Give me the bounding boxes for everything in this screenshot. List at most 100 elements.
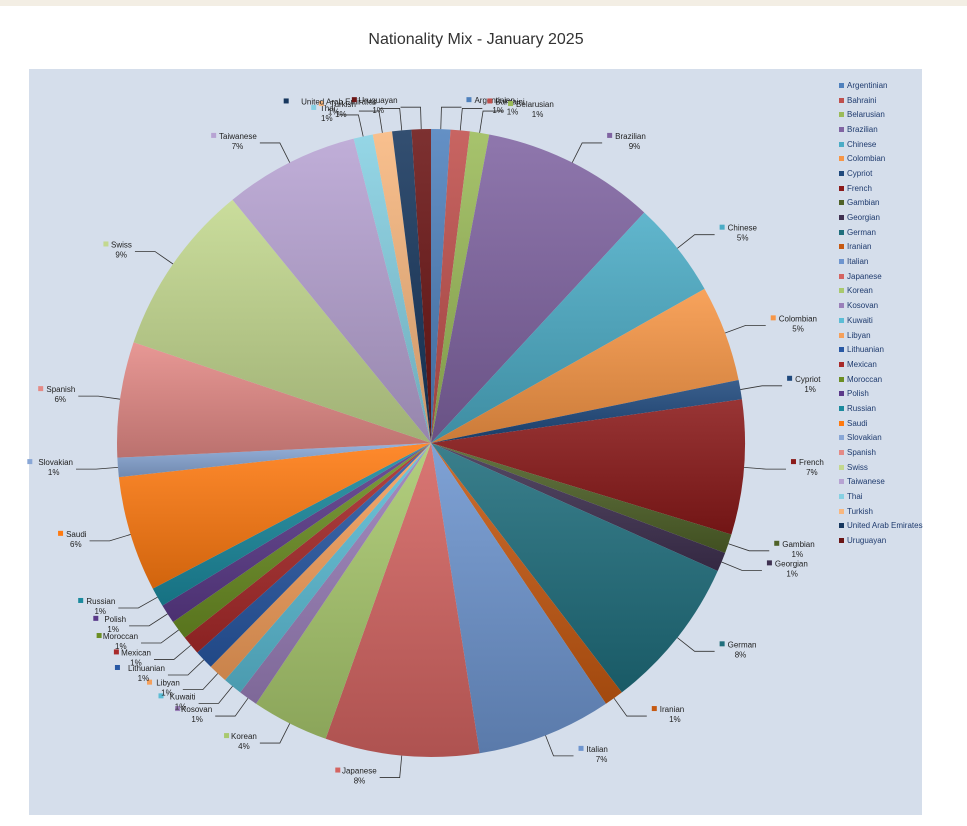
pie-slice-german xyxy=(431,443,718,693)
data-label-swatch-swiss xyxy=(103,241,109,247)
pie-slice-russian xyxy=(152,443,432,606)
data-label-swatch-russian xyxy=(78,597,84,603)
data-label-percent-kosovan: 1% xyxy=(191,715,203,724)
data-label-swatch-spanish xyxy=(38,386,44,392)
legend-item-korean: Korean xyxy=(839,284,964,299)
legend-item-belarusian: Belarusian xyxy=(839,107,964,122)
data-label-polish: Polish xyxy=(104,615,126,624)
legend-label-russian: Russian xyxy=(847,403,876,413)
pie-slice-korean xyxy=(256,443,431,739)
leader-line-georgian xyxy=(721,561,762,571)
data-label-percent-thai: 1% xyxy=(321,114,333,123)
data-label-percent-iranian: 1% xyxy=(669,715,681,724)
legend-label-colombian: Colombian xyxy=(847,154,886,164)
data-label-swatch-german xyxy=(719,641,725,647)
data-label-swatch-united-arab-emirates xyxy=(283,98,289,104)
legend-swatch-swiss xyxy=(839,464,844,470)
legend-item-german: German xyxy=(839,225,964,240)
pie-slice-spanish xyxy=(117,342,431,458)
pie-slice-japanese xyxy=(325,443,480,757)
data-label-chinese: Chinese xyxy=(728,224,758,233)
data-label-thai: Thai xyxy=(320,104,336,113)
leader-line-japanese xyxy=(379,755,403,778)
legend-item-japanese: Japanese xyxy=(839,269,964,284)
legend-swatch-cypriot xyxy=(839,170,844,176)
pie-slice-mexican xyxy=(184,443,431,653)
data-label-united-arab-emirates: United Arab Emirates xyxy=(301,97,377,106)
pie-slice-saudi xyxy=(118,443,431,589)
data-label-percent-gambian: 1% xyxy=(792,550,804,559)
data-label-swatch-colombian xyxy=(770,315,776,321)
data-label-cypriot: Cypriot xyxy=(795,375,821,384)
legend-swatch-spanish xyxy=(839,450,844,456)
data-label-german: German xyxy=(728,640,757,649)
legend-swatch-colombian xyxy=(839,156,844,162)
legend-label-taiwanese: Taiwanese xyxy=(847,477,885,487)
pie-slices xyxy=(117,129,745,757)
data-label-percent-taiwanese: 7% xyxy=(232,142,244,151)
data-label-swatch-slovakian xyxy=(27,459,33,465)
legend-label-chinese: Chinese xyxy=(847,139,877,149)
data-label-percent-moroccan: 1% xyxy=(115,642,127,651)
pie-slice-polish xyxy=(162,443,431,622)
leader-line-taiwanese xyxy=(259,142,291,163)
legend-item-thai: Thai xyxy=(839,489,964,504)
pie-slice-gambian xyxy=(431,443,732,553)
leader-line-brazilian xyxy=(571,142,603,163)
data-label-swiss: Swiss xyxy=(111,240,132,249)
legend-item-italian: Italian xyxy=(839,254,964,269)
data-label-swatch-cypriot xyxy=(787,375,793,381)
legend-label-mexican: Mexican xyxy=(847,359,877,369)
legend-swatch-mexican xyxy=(839,361,844,367)
data-label-libyan: Libyan xyxy=(156,679,180,688)
pie-slice-argentinian xyxy=(431,129,451,443)
data-label-swatch-mexican xyxy=(113,649,119,655)
leader-line-moroccan xyxy=(141,629,179,644)
data-labels: Argentinian1%Bahraini1%Belarusian1%Brazi… xyxy=(27,96,824,786)
legend-swatch-brazilian xyxy=(839,126,844,132)
legend-swatch-japanese xyxy=(839,273,844,279)
data-label-percent-swiss: 9% xyxy=(115,250,127,259)
data-label-swatch-georgian xyxy=(766,560,772,566)
legend-label-bahraini: Bahraini xyxy=(847,95,877,105)
pie-slice-georgian xyxy=(431,443,726,572)
leader-line-saudi xyxy=(89,534,131,542)
chart-title: Nationality Mix - January 2025 xyxy=(368,31,584,48)
data-label-slovakian: Slovakian xyxy=(38,458,73,467)
pie-slice-libyan xyxy=(210,443,431,681)
legend-swatch-georgian xyxy=(839,215,844,221)
data-label-swatch-chinese xyxy=(719,224,725,230)
legend-item-colombian: Colombian xyxy=(839,151,964,166)
legend-swatch-uruguayan xyxy=(839,538,844,544)
data-label-percent-polish: 1% xyxy=(107,625,119,634)
leader-line-korean xyxy=(259,723,291,744)
pie-slice-turkish xyxy=(372,131,431,444)
legend-item-swiss: Swiss xyxy=(839,460,964,475)
pie-slice-lithuanian xyxy=(197,443,431,667)
data-label-swatch-saudi xyxy=(58,530,64,536)
legend-label-polish: Polish xyxy=(847,389,869,399)
legend-label-lithuanian: Lithuanian xyxy=(847,345,884,355)
leader-lines xyxy=(76,106,786,778)
data-label-swatch-uruguayan xyxy=(351,97,357,103)
data-label-georgian: Georgian xyxy=(775,559,808,568)
data-label-percent-argentinian: 1% xyxy=(492,106,504,115)
leader-line-russian xyxy=(118,596,158,609)
leader-line-thai xyxy=(338,114,364,137)
data-label-swatch-polish xyxy=(93,615,99,621)
data-label-percent-libyan: 1% xyxy=(161,689,173,698)
legend-item-moroccan: Moroccan xyxy=(839,372,964,387)
data-label-percent-lithuanian: 1% xyxy=(138,674,150,683)
legend-label-kuwaiti: Kuwaiti xyxy=(847,315,873,325)
leader-line-french xyxy=(744,466,786,470)
legend-swatch-taiwanese xyxy=(839,479,844,485)
legend-label-spanish: Spanish xyxy=(847,448,876,458)
legend-item-gambian: Gambian xyxy=(839,196,964,211)
legend-swatch-chinese xyxy=(839,141,844,147)
data-label-uruguayan: Uruguayan xyxy=(358,96,397,105)
pie-slice-kosovan xyxy=(240,443,431,704)
legend-item-chinese: Chinese xyxy=(839,137,964,152)
legend-item-cypriot: Cypriot xyxy=(839,166,964,181)
data-label-percent-korean: 4% xyxy=(238,742,250,751)
data-label-percent-cypriot: 1% xyxy=(804,385,816,394)
